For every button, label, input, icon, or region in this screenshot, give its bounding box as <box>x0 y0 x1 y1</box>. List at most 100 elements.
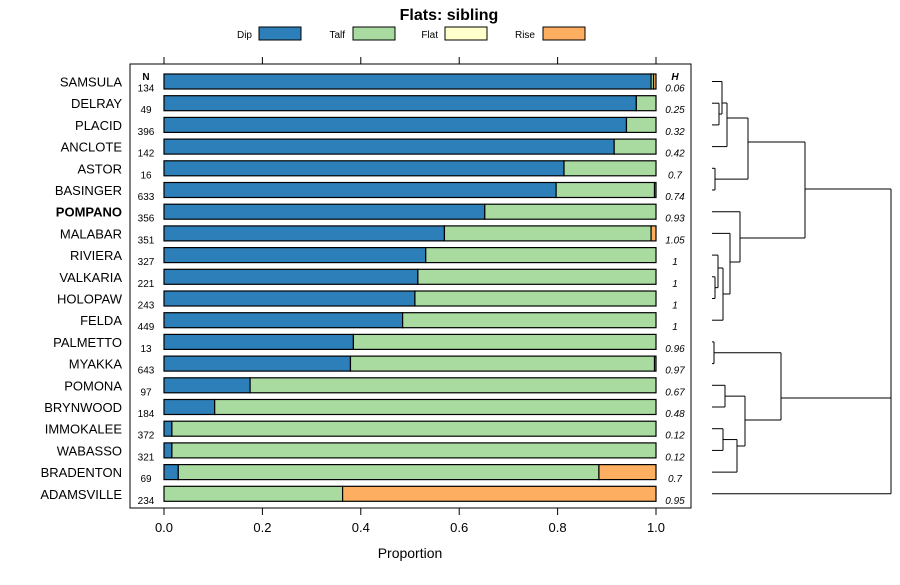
bar-segment-talf <box>171 442 657 459</box>
x-tick-label: 0.2 <box>253 520 271 535</box>
legend-swatch-talf <box>352 26 396 41</box>
bar-segment-talf <box>402 312 657 329</box>
bar-row-pompano: POMPANO 356 0.93 <box>56 203 685 225</box>
n-value: 49 <box>140 105 152 116</box>
bar-segment-talf <box>177 464 600 481</box>
category-label: ADAMSVILLE <box>40 487 122 502</box>
bar-row-placid: PLACID 396 0.32 <box>75 116 685 138</box>
bar-segment-talf <box>484 203 657 220</box>
bar-segment-talf <box>635 95 657 112</box>
h-value: 1 <box>672 257 678 268</box>
legend: Dip Talf Flat Rise <box>237 26 586 41</box>
bar-segment-talf <box>214 398 657 416</box>
bar-segment-dip <box>163 420 173 437</box>
category-label: BASINGER <box>55 183 122 198</box>
bar-row-bradenton: BRADENTON 69 0.7 <box>41 464 682 485</box>
h-value: 1 <box>672 279 678 290</box>
legend-label-talf: Talf <box>329 30 345 41</box>
bar-segment-dip <box>163 355 352 372</box>
h-column-header: H <box>671 72 679 83</box>
h-value: 1 <box>672 301 678 312</box>
h-value: 0.7 <box>668 170 682 181</box>
n-value: 643 <box>138 366 155 377</box>
bar-row-basinger: BASINGER 633 0.74 <box>55 181 685 203</box>
category-label: ANCLOTE <box>61 140 123 155</box>
legend-label-dip: Dip <box>237 30 252 41</box>
legend-swatch-flat <box>444 26 488 41</box>
category-label: ASTOR <box>77 161 122 176</box>
bar-segment-talf <box>625 116 657 134</box>
legend-swatch-dip <box>258 26 302 41</box>
h-value: 0.95 <box>665 496 685 507</box>
bar-segment-talf <box>563 160 657 177</box>
n-value: 356 <box>138 214 155 225</box>
bar-segment-dip <box>163 138 615 155</box>
x-tick-label: 0.0 <box>155 520 173 535</box>
bar-segment-dip <box>163 160 565 177</box>
h-value: 0.12 <box>665 431 685 442</box>
legend-label-rise: Rise <box>515 30 535 41</box>
n-value: 13 <box>140 344 152 355</box>
n-value: 221 <box>138 279 155 290</box>
h-value: 0.97 <box>665 366 685 377</box>
n-value: 243 <box>138 301 155 312</box>
plot-frame <box>129 63 692 509</box>
h-value: 0.42 <box>665 149 685 160</box>
bar-segment-talf <box>163 485 344 502</box>
h-value: 0.06 <box>665 84 685 95</box>
category-label: PLACID <box>75 118 122 133</box>
bar-row-immokalee: IMMOKALEE 372 0.12 <box>45 420 685 442</box>
n-value: 351 <box>138 235 155 246</box>
n-value: 184 <box>138 409 155 420</box>
bar-segment-dip <box>163 116 628 134</box>
bar-segment-dip <box>163 181 557 199</box>
bar-row-holopaw: HOLOPAW 243 1 <box>57 290 678 312</box>
bar-segment-talf <box>425 247 657 264</box>
bar-row-malabar: MALABAR 351 1.05 <box>60 225 685 246</box>
h-value: 0.25 <box>665 105 685 116</box>
category-label: IMMOKALEE <box>45 422 123 437</box>
bar-row-samsula: SAMSULA 134 0.06 <box>60 73 685 95</box>
bar-row-adamsville: ADAMSVILLE 234 0.95 <box>40 485 685 507</box>
bar-segment-rise <box>653 355 657 372</box>
bar-segment-dip <box>163 333 355 350</box>
bar-segment-talf <box>171 420 657 437</box>
n-value: 142 <box>138 149 155 160</box>
bar-segment-dip <box>163 225 446 242</box>
top-axis-ticks <box>163 57 657 64</box>
n-value: 633 <box>138 192 155 203</box>
n-value: 69 <box>140 474 152 485</box>
bar-segment-dip <box>163 203 486 220</box>
h-value: 0.93 <box>665 214 685 225</box>
bar-segment-rise <box>341 485 657 502</box>
legend-label-flat: Flat <box>421 30 438 41</box>
category-label: BRADENTON <box>41 465 122 480</box>
legend-swatch-rise <box>542 26 586 41</box>
dendrogram <box>712 81 892 495</box>
h-value: 1.05 <box>665 235 685 246</box>
bar-row-astor: ASTOR 16 0.7 <box>77 160 682 181</box>
h-value: 0.67 <box>665 387 685 398</box>
bar-segment-rise <box>653 181 657 199</box>
bar-segment-rise <box>652 73 657 90</box>
n-value: 97 <box>140 387 152 398</box>
n-value: 234 <box>138 496 155 507</box>
category-label: DELRAY <box>71 96 122 111</box>
bar-row-wabasso: WABASSO 321 0.12 <box>57 442 685 463</box>
category-label: WABASSO <box>57 443 122 458</box>
n-value: 327 <box>138 257 155 268</box>
bar-segment-dip <box>163 398 216 416</box>
bar-segment-dip <box>163 95 637 112</box>
n-column-header: N <box>142 72 149 83</box>
bar-segment-talf <box>443 225 652 242</box>
h-value: 1 <box>672 322 678 333</box>
bar-segment-dip <box>163 464 179 481</box>
h-value: 0.7 <box>668 474 682 485</box>
x-tick-label: 0.8 <box>549 520 567 535</box>
bar-row-pomona: POMONA 97 0.67 <box>64 377 685 398</box>
category-label: POMPANO <box>56 205 122 220</box>
bar-segment-talf <box>414 290 657 307</box>
